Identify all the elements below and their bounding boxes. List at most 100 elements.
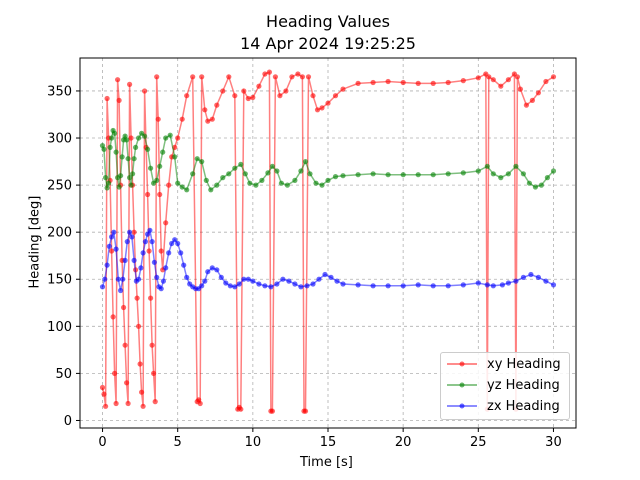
data-point	[550, 168, 557, 174]
data-point	[227, 283, 233, 289]
data-point	[415, 172, 421, 178]
data-point	[214, 182, 220, 188]
data-point	[484, 163, 490, 169]
data-point	[145, 191, 151, 198]
data-point	[289, 74, 295, 80]
data-point	[166, 182, 172, 188]
data-point	[232, 165, 238, 171]
data-point	[415, 80, 421, 86]
x-tick-label: 30	[545, 435, 562, 450]
data-point	[307, 171, 313, 177]
data-point	[445, 79, 451, 86]
series-1	[99, 127, 557, 193]
data-point	[115, 77, 121, 83]
data-point	[238, 406, 244, 412]
data-point	[199, 74, 205, 80]
data-point	[160, 149, 166, 155]
data-point	[355, 80, 361, 86]
data-point	[340, 173, 346, 179]
data-point	[103, 175, 109, 181]
data-point	[484, 282, 490, 288]
data-point	[245, 95, 251, 102]
data-point	[538, 182, 545, 188]
data-point	[280, 276, 286, 282]
data-point	[104, 262, 110, 268]
legend-label-zx: zx Heading	[487, 399, 560, 414]
legend-item-zx: zx Heading	[447, 397, 569, 417]
data-point	[149, 239, 155, 245]
data-point	[316, 276, 322, 282]
data-point	[115, 276, 121, 282]
data-point	[523, 102, 530, 108]
data-point	[499, 282, 505, 288]
data-point	[256, 281, 262, 287]
data-point	[209, 265, 215, 271]
data-point	[112, 130, 118, 136]
chart-title: Heading Values	[266, 12, 390, 31]
data-point	[104, 185, 110, 191]
data-point	[149, 342, 155, 348]
data-point	[513, 163, 519, 169]
data-point	[179, 116, 185, 122]
data-point	[253, 182, 259, 188]
data-point	[241, 88, 247, 94]
data-point	[119, 154, 125, 160]
data-point	[142, 88, 148, 94]
data-point	[121, 304, 127, 311]
data-point	[113, 149, 119, 155]
data-point	[460, 282, 466, 288]
legend-item-yz: yz Heading	[447, 376, 569, 396]
data-point	[124, 137, 130, 143]
data-point	[319, 182, 325, 188]
y-tick-label: 0	[64, 414, 72, 429]
data-point	[238, 161, 244, 167]
data-point	[265, 170, 271, 176]
data-point	[172, 237, 178, 243]
data-point	[181, 262, 187, 268]
data-point	[110, 314, 116, 320]
data-point	[158, 248, 164, 254]
data-point	[284, 182, 290, 188]
data-point	[242, 171, 248, 177]
data-point	[445, 171, 451, 177]
data-point	[340, 86, 346, 92]
data-point	[298, 168, 304, 174]
data-point	[286, 278, 292, 284]
data-point	[136, 135, 142, 141]
data-point	[274, 168, 280, 174]
data-point	[340, 281, 346, 287]
data-point	[250, 278, 256, 284]
data-point	[142, 239, 148, 245]
data-point	[269, 163, 275, 169]
data-point	[262, 71, 268, 77]
data-point	[154, 177, 160, 183]
data-point	[298, 284, 304, 290]
data-point	[218, 274, 224, 280]
data-point	[202, 278, 208, 284]
y-tick-label: 200	[47, 226, 72, 241]
data-point	[535, 90, 542, 96]
data-point	[292, 281, 298, 287]
data-point	[175, 180, 181, 186]
data-point	[158, 286, 164, 292]
data-point	[319, 105, 325, 111]
data-point	[266, 69, 272, 75]
legend-label-xy: xy Heading	[487, 357, 561, 372]
data-point	[332, 93, 339, 99]
data-point	[460, 78, 466, 84]
data-point	[544, 175, 551, 181]
x-tick-label: 0	[98, 435, 106, 450]
data-point	[498, 175, 504, 181]
data-point	[475, 75, 481, 81]
data-point	[133, 144, 139, 150]
data-point	[109, 248, 115, 254]
data-point	[140, 403, 146, 409]
data-point	[169, 240, 175, 247]
data-point	[163, 265, 169, 271]
data-point	[223, 280, 229, 286]
data-point	[122, 342, 128, 348]
data-point	[520, 171, 527, 177]
data-point	[259, 177, 265, 183]
data-point	[274, 281, 280, 287]
data-point	[120, 276, 126, 282]
